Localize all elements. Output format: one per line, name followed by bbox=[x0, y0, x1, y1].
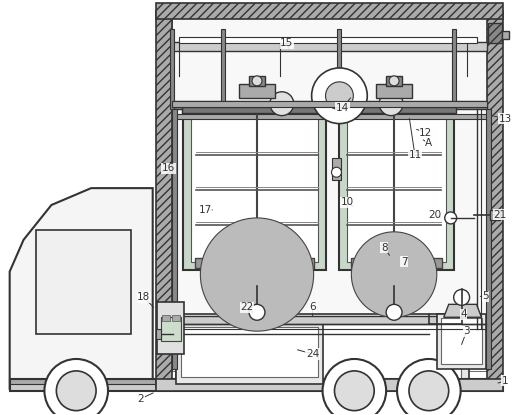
Bar bbox=[171, 42, 488, 51]
Bar bbox=[249, 76, 265, 86]
Text: 13: 13 bbox=[499, 114, 512, 124]
Circle shape bbox=[322, 359, 386, 415]
Bar bbox=[488, 11, 503, 387]
Text: 24: 24 bbox=[306, 349, 319, 359]
Bar bbox=[183, 109, 325, 270]
Text: 21: 21 bbox=[494, 210, 507, 220]
Circle shape bbox=[249, 304, 265, 320]
Bar bbox=[171, 114, 488, 119]
Bar bbox=[488, 23, 502, 43]
Circle shape bbox=[200, 218, 314, 331]
Circle shape bbox=[270, 92, 294, 116]
Bar bbox=[169, 29, 174, 109]
Circle shape bbox=[56, 371, 96, 410]
Bar bbox=[156, 3, 503, 19]
Bar bbox=[332, 159, 341, 180]
Text: 4: 4 bbox=[460, 309, 467, 319]
Bar bbox=[337, 29, 341, 109]
Bar bbox=[339, 109, 454, 270]
Text: 2: 2 bbox=[138, 394, 144, 404]
Bar bbox=[487, 109, 491, 369]
Text: 14: 14 bbox=[336, 103, 349, 113]
Text: 16: 16 bbox=[162, 163, 175, 173]
Bar bbox=[441, 318, 483, 364]
Circle shape bbox=[334, 371, 374, 410]
Bar bbox=[156, 329, 161, 339]
Bar bbox=[192, 117, 318, 261]
Bar bbox=[171, 101, 488, 107]
Bar bbox=[179, 37, 476, 43]
Circle shape bbox=[325, 82, 353, 110]
Bar bbox=[161, 317, 181, 341]
Bar bbox=[171, 315, 180, 321]
Text: 6: 6 bbox=[310, 302, 316, 312]
Circle shape bbox=[312, 68, 367, 124]
Text: 11: 11 bbox=[408, 150, 422, 160]
Circle shape bbox=[252, 76, 262, 86]
Circle shape bbox=[397, 359, 460, 415]
Text: 1: 1 bbox=[502, 376, 509, 386]
Text: 18: 18 bbox=[137, 293, 150, 303]
Text: 5: 5 bbox=[482, 291, 489, 301]
Bar bbox=[157, 303, 184, 354]
Circle shape bbox=[386, 304, 402, 320]
Circle shape bbox=[351, 232, 437, 317]
Bar bbox=[10, 379, 503, 391]
Bar bbox=[376, 84, 412, 98]
Text: A: A bbox=[425, 139, 433, 149]
Circle shape bbox=[389, 76, 399, 86]
Bar bbox=[181, 327, 318, 377]
Bar bbox=[221, 29, 225, 109]
Bar bbox=[37, 230, 131, 334]
Bar bbox=[502, 31, 509, 39]
Text: 8: 8 bbox=[381, 243, 387, 253]
Circle shape bbox=[454, 289, 470, 305]
Circle shape bbox=[332, 167, 341, 177]
Bar bbox=[162, 315, 169, 321]
Bar bbox=[348, 117, 445, 261]
Bar bbox=[156, 11, 171, 387]
Text: 17: 17 bbox=[199, 205, 212, 215]
Text: 22: 22 bbox=[241, 302, 254, 312]
Bar bbox=[437, 314, 487, 369]
Circle shape bbox=[379, 92, 403, 116]
Bar bbox=[182, 323, 460, 381]
Bar bbox=[171, 101, 488, 109]
Bar bbox=[452, 29, 456, 109]
Text: 10: 10 bbox=[341, 197, 354, 207]
Text: 20: 20 bbox=[428, 210, 441, 220]
Bar bbox=[195, 258, 314, 268]
Polygon shape bbox=[444, 304, 482, 317]
Text: 15: 15 bbox=[280, 38, 294, 48]
Bar bbox=[490, 210, 501, 220]
Polygon shape bbox=[10, 188, 153, 389]
Bar bbox=[176, 314, 469, 389]
Circle shape bbox=[409, 371, 449, 410]
Bar bbox=[156, 379, 503, 391]
Circle shape bbox=[445, 212, 457, 224]
Circle shape bbox=[44, 359, 108, 415]
Text: 7: 7 bbox=[401, 256, 407, 266]
Bar bbox=[171, 9, 488, 371]
Text: 3: 3 bbox=[464, 326, 470, 336]
Text: 12: 12 bbox=[419, 127, 433, 137]
Bar bbox=[239, 84, 275, 98]
Bar bbox=[171, 109, 177, 369]
Bar bbox=[10, 379, 503, 384]
Bar bbox=[181, 107, 328, 112]
Bar bbox=[176, 322, 322, 384]
Bar bbox=[337, 107, 456, 112]
Bar bbox=[171, 316, 488, 324]
Bar bbox=[386, 76, 402, 86]
Bar bbox=[351, 258, 442, 268]
